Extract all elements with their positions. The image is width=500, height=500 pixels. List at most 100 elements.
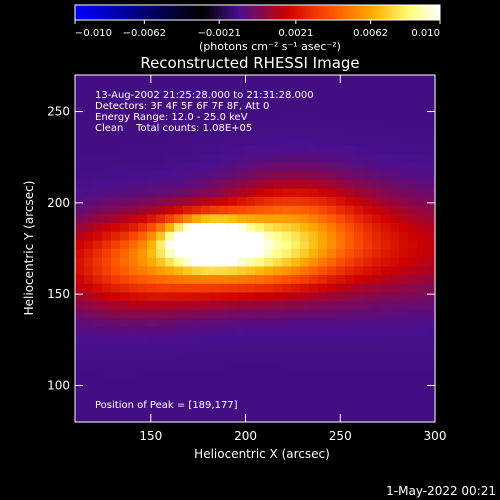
heatmap-cell [111, 404, 121, 414]
heatmap-cell [273, 222, 283, 232]
heatmap-cell [84, 127, 94, 137]
heatmap-cell [147, 153, 157, 163]
heatmap-cell [354, 404, 364, 414]
heatmap-cell [192, 404, 202, 414]
heatmap-cell [210, 413, 220, 423]
heatmap-cell [201, 274, 211, 284]
heatmap-cell [210, 361, 220, 371]
heatmap-cell [219, 231, 229, 241]
heatmap-cell [93, 161, 103, 172]
heatmap-cell [165, 369, 175, 380]
heatmap-cell [120, 109, 130, 119]
heatmap-cell [381, 404, 391, 414]
heatmap-cell [300, 369, 310, 380]
heatmap-cell [237, 239, 247, 250]
heatmap-cell [138, 179, 148, 189]
heatmap-cell [138, 92, 148, 102]
heatmap-cell [345, 222, 355, 232]
heatmap-cell [426, 335, 436, 345]
heatmap-cell [291, 378, 301, 388]
heatmap-cell [138, 222, 148, 232]
heatmap-cell [246, 101, 256, 111]
heatmap-cell [120, 179, 130, 189]
heatmap-cell [75, 179, 85, 189]
heatmap-cell [219, 335, 229, 345]
heatmap-cell [102, 144, 112, 154]
heatmap-cell [318, 343, 328, 354]
heatmap-cell [246, 170, 256, 180]
heatmap-cell [345, 92, 355, 102]
heatmap-cell [75, 274, 85, 284]
heatmap-cell [381, 83, 391, 93]
heatmap-cell [291, 300, 301, 310]
heatmap-cell [120, 248, 130, 258]
heatmap-cell [318, 92, 328, 102]
heatmap-cell [354, 291, 364, 302]
heatmap-cell [291, 265, 301, 276]
heatmap-cell [93, 326, 103, 336]
heatmap-cell [381, 335, 391, 345]
heatmap-cell [426, 75, 436, 85]
heatmap-cell [174, 205, 184, 215]
heatmap-cell [111, 413, 121, 423]
heatmap-cell [381, 135, 391, 145]
heatmap-cell [417, 335, 427, 345]
heatmap-cell [111, 257, 121, 267]
heatmap-cell [273, 187, 283, 198]
heatmap-cell [300, 161, 310, 172]
heatmap-cell [282, 387, 292, 397]
heatmap-cell [408, 309, 418, 319]
heatmap-cell [174, 283, 184, 293]
heatmap-cell [363, 387, 373, 397]
heatmap-cell [102, 369, 112, 380]
heatmap-cell [102, 153, 112, 163]
heatmap-cell [165, 283, 175, 293]
heatmap-cell [300, 257, 310, 267]
heatmap-cell [201, 101, 211, 111]
heatmap-cell [390, 187, 400, 198]
heatmap-cell [75, 118, 85, 128]
heatmap-cell [390, 196, 400, 206]
heatmap-cell [408, 75, 418, 85]
heatmap-cell [318, 387, 328, 397]
heatmap-cell [354, 352, 364, 362]
heatmap-cell [318, 361, 328, 371]
heatmap-cell [417, 179, 427, 189]
heatmap-cell [372, 309, 382, 319]
heatmap-cell [219, 265, 229, 276]
heatmap-cell [300, 395, 310, 406]
heatmap-cell [111, 378, 121, 388]
heatmap-cell [273, 309, 283, 319]
heatmap-cell [282, 205, 292, 215]
heatmap-cell [165, 361, 175, 371]
heatmap-cell [147, 179, 157, 189]
heatmap-cell [318, 248, 328, 258]
heatmap-cell [147, 75, 157, 85]
heatmap-cell [120, 404, 130, 414]
heatmap-cell [390, 75, 400, 85]
heatmap-cell [237, 361, 247, 371]
heatmap-cell [237, 326, 247, 336]
heatmap-cell [147, 352, 157, 362]
heatmap-cell [399, 239, 409, 250]
heatmap-cell [273, 118, 283, 128]
heatmap-cell [318, 404, 328, 414]
heatmap-cell [75, 161, 85, 172]
heatmap-cell [201, 257, 211, 267]
heatmap-cell [201, 335, 211, 345]
heatmap-cell [291, 213, 301, 224]
heatmap-cell [120, 135, 130, 145]
heatmap-cell [282, 369, 292, 380]
heatmap-cell [390, 395, 400, 406]
heatmap-cell [183, 291, 193, 302]
heatmap-cell [354, 153, 364, 163]
heatmap-cell [381, 170, 391, 180]
heatmap-cell [129, 239, 139, 250]
heatmap-cell [246, 413, 256, 423]
heatmap-cell [345, 101, 355, 111]
heatmap-cell [363, 205, 373, 215]
heatmap-cell [255, 231, 265, 241]
heatmap-cell [390, 161, 400, 172]
heatmap-cell [84, 75, 94, 85]
heatmap-cell [327, 248, 337, 258]
